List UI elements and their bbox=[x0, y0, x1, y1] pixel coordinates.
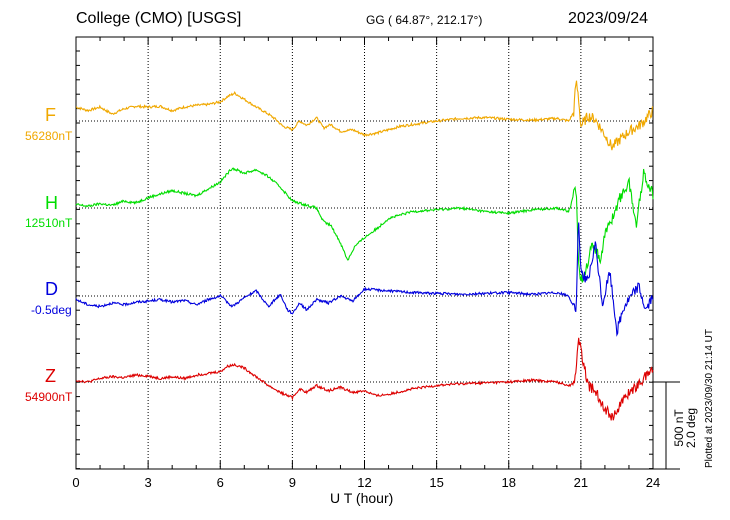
x-tick-label-6: 6 bbox=[217, 475, 224, 490]
component-d-baseline: -0.5deg bbox=[31, 303, 72, 317]
series-lines bbox=[75, 80, 654, 421]
component-z-baseline: 54900nT bbox=[25, 390, 73, 404]
component-d-letter: D bbox=[45, 279, 58, 299]
grid-lines bbox=[147, 37, 582, 469]
x-tick-label-0: 0 bbox=[72, 475, 79, 490]
x-tick-labels: 0 3 6 9 12 15 18 21 24 bbox=[72, 475, 660, 490]
x-axis-label: U T (hour) bbox=[330, 490, 394, 506]
series-D-line bbox=[75, 222, 654, 337]
component-f-letter: F bbox=[45, 105, 56, 125]
series-Z-line bbox=[75, 337, 654, 421]
x-tick-label-24: 24 bbox=[646, 475, 660, 490]
x-tick-label-21: 21 bbox=[574, 475, 588, 490]
component-f-baseline: 56280nT bbox=[25, 129, 73, 143]
series-H-line bbox=[75, 167, 654, 283]
x-tick-label-15: 15 bbox=[429, 475, 443, 490]
component-h-letter: H bbox=[45, 193, 58, 213]
component-z-letter: Z bbox=[45, 366, 56, 386]
station-coordinates: GG ( 64.87°, 212.17°) bbox=[366, 13, 483, 27]
component-h-baseline: 12510nT bbox=[25, 216, 73, 230]
plot-date: 2023/09/24 bbox=[568, 10, 649, 27]
series-F-line bbox=[76, 80, 654, 151]
x-tick-label-3: 3 bbox=[145, 475, 152, 490]
scale-deg: 2.0 deg bbox=[684, 407, 698, 448]
station-title: College (CMO) [USGS] bbox=[76, 10, 242, 27]
minor-ticks bbox=[75, 37, 654, 470]
scale-label: 500 nT 2.0 deg bbox=[672, 407, 698, 448]
scale-bar bbox=[653, 381, 680, 470]
plotted-timestamp: Plotted at 2023/09/30 21:14 UT bbox=[704, 329, 715, 468]
x-tick-label-9: 9 bbox=[289, 475, 296, 490]
x-tick-label-18: 18 bbox=[502, 475, 516, 490]
x-tick-label-12: 12 bbox=[357, 475, 371, 490]
